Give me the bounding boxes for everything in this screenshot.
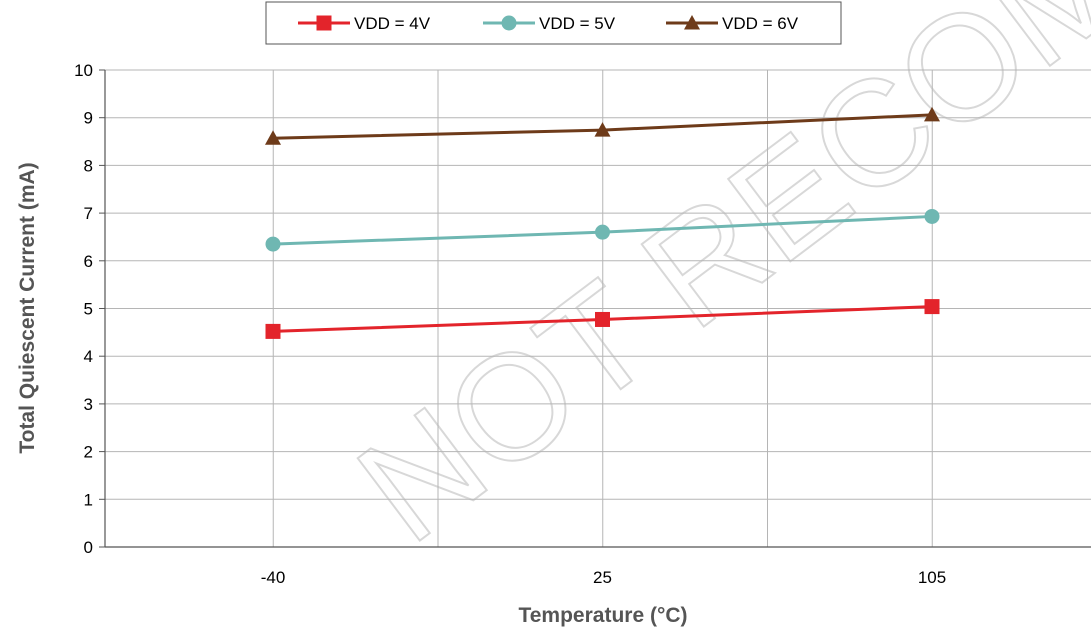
y-tick-label: 7: [84, 204, 93, 223]
data-point: [924, 106, 940, 122]
series-layer: [265, 106, 940, 339]
x-tick-label: -40: [261, 568, 286, 587]
y-tick-label: 5: [84, 300, 93, 319]
data-point: [924, 299, 940, 315]
legend-label: VDD = 5V: [539, 14, 616, 33]
data-point: [595, 224, 610, 240]
data-point: [265, 323, 281, 339]
data-point: [595, 311, 610, 327]
y-tick-label: 0: [84, 538, 93, 557]
y-axis-title: Total Quiescent Current (mA): [16, 162, 39, 453]
legend-marker: [501, 15, 517, 31]
series-1: [265, 299, 940, 339]
y-tick-labels: 0 1 2 3 4 5 6 7 8 9 10: [74, 61, 93, 557]
y-tick-label: 9: [84, 109, 93, 128]
series-2: [265, 208, 940, 252]
y-tick-label: 2: [84, 443, 93, 462]
data-point: [265, 236, 281, 252]
y-tick-label: 10: [74, 61, 93, 80]
x-tick-labels: -40 25 105: [261, 568, 946, 587]
y-tick-label: 1: [84, 490, 93, 509]
data-point: [924, 208, 940, 224]
x-tick-label: 25: [593, 568, 612, 587]
grid-lines: [105, 69, 1091, 547]
y-tick-label: 6: [84, 252, 93, 271]
axes: [99, 69, 1091, 548]
x-axis-title: Temperature (°C): [518, 604, 687, 627]
y-tick-label: 8: [84, 156, 93, 175]
legend-marker: [316, 15, 332, 31]
legend-marker: [684, 15, 700, 30]
legend-label: VDD = 4V: [354, 14, 431, 33]
legend-box: [265, 1, 842, 45]
series-3: [265, 106, 940, 145]
legend: VDD = 4V VDD = 5V VDD = 6V: [265, 1, 842, 45]
x-tick-label: 105: [918, 568, 946, 587]
y-tick-label: 4: [84, 347, 93, 366]
legend-label: VDD = 6V: [722, 14, 799, 33]
y-tick-label: 3: [84, 395, 93, 414]
watermark-text: NOT RECOMMENDED FOR NEW DESIGNS: [328, 0, 1091, 574]
data-point: [594, 122, 611, 137]
data-point: [265, 130, 281, 145]
